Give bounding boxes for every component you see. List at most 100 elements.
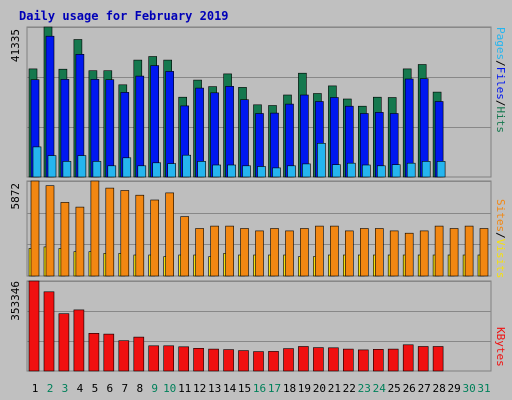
pages-bar <box>152 162 161 178</box>
kbytes-bar <box>298 346 309 372</box>
kbytes-bar <box>118 340 130 372</box>
day-label: 9 <box>151 382 158 395</box>
kbytes-bar <box>223 349 234 372</box>
pages-bar <box>167 163 176 178</box>
sites-bar <box>30 180 40 277</box>
sites-bar <box>45 185 55 277</box>
sites-bar <box>225 225 234 277</box>
hits-files-pages-y-max-label: 41335 <box>9 29 22 62</box>
pages-bar <box>436 161 446 178</box>
kbytes-bar <box>193 347 204 372</box>
pages-bar <box>32 146 42 178</box>
sites-bar <box>60 202 70 277</box>
legend-text: Pages/Files/Hits <box>494 27 507 133</box>
day-label: 17 <box>268 382 281 395</box>
legend-separator: / <box>494 100 507 107</box>
files-bar <box>404 78 414 178</box>
day-label: 28 <box>432 382 445 395</box>
pages-bar <box>47 155 57 178</box>
day-label: 25 <box>388 382 401 395</box>
sites-visits-legend: Sites/Visits <box>494 199 507 279</box>
day-label: 26 <box>403 382 416 395</box>
kbytes-bar <box>253 351 264 372</box>
sites-bar <box>374 228 384 277</box>
kbytes-bar <box>357 349 369 372</box>
legend-entry-pages: Pages <box>494 27 507 60</box>
files-bar <box>210 92 219 178</box>
kbytes-bar <box>133 336 145 372</box>
kbytes-bar <box>238 350 249 372</box>
kbytes-bar <box>58 313 70 372</box>
day-label: 29 <box>447 382 460 395</box>
pages-bar <box>107 165 117 178</box>
pages-bar <box>137 165 147 178</box>
day-label: 13 <box>208 382 221 395</box>
kbytes-bar <box>372 348 384 372</box>
day-label: 12 <box>193 382 206 395</box>
day-label: 3 <box>62 382 69 395</box>
day-label: 22 <box>343 382 356 395</box>
kbytes-bar <box>88 332 100 372</box>
sites-bar <box>330 225 339 277</box>
pages-bar <box>92 161 102 178</box>
legend-separator: / <box>494 232 507 239</box>
day-label: 6 <box>106 382 113 395</box>
pages-bar <box>361 164 371 178</box>
files-bar <box>270 112 279 178</box>
pages-bar <box>287 165 296 178</box>
sites-bar <box>150 199 159 277</box>
pages-bar <box>346 162 356 178</box>
sites-bar <box>285 230 294 277</box>
kbytes-bar <box>432 346 444 372</box>
sites-bar <box>359 228 369 277</box>
day-label: 21 <box>328 382 341 395</box>
sites-bar <box>240 228 249 277</box>
day-label: 24 <box>373 382 387 395</box>
pages-bar <box>376 165 386 178</box>
chart-title: Daily usage for February 2019 <box>19 9 229 23</box>
pages-bar <box>391 164 401 178</box>
legend-entry-kbytes: KBytes <box>494 327 507 367</box>
sites-bar <box>135 194 145 277</box>
sites-bar <box>479 228 489 277</box>
legend-entry-hits: Hits <box>494 107 507 134</box>
sites-bar <box>449 228 459 277</box>
day-label: 7 <box>121 382 128 395</box>
day-label: 8 <box>136 382 143 395</box>
day-axis-labels: 1 2 3 4 5 6 7 8 9 10 11 12 13 14 15 16 17 18 19 20 21 22 23 24 2… <box>32 382 491 395</box>
sites-bar <box>344 230 354 277</box>
files-bar <box>105 79 115 178</box>
day-label: 27 <box>418 382 431 395</box>
day-label: 4 <box>77 382 84 395</box>
sites-bar <box>105 187 115 277</box>
sites-bar <box>120 190 130 277</box>
day-label: 1 <box>32 382 39 395</box>
legend-text: Sites/Visits <box>494 199 507 279</box>
day-label: 15 <box>238 382 251 395</box>
hits-files-pages-panel <box>26 26 492 178</box>
files-bar <box>225 86 234 178</box>
day-label: 18 <box>283 382 296 395</box>
pages-bar <box>317 143 326 178</box>
sites-bar <box>180 216 189 277</box>
pages-bar <box>182 154 191 178</box>
pages-bar <box>77 155 87 178</box>
sites-bar <box>255 230 264 277</box>
files-bar <box>165 71 174 178</box>
sites-bar <box>315 225 324 277</box>
sites-bar <box>210 225 219 277</box>
legend-entry-sites: Sites <box>494 199 507 232</box>
sites-bar <box>389 230 399 277</box>
kbytes-bar <box>328 347 339 372</box>
sites-bar <box>419 230 429 277</box>
sites-visits-y-max-label: 5872 <box>9 183 22 210</box>
files-bar <box>240 99 249 178</box>
legend-entry-visits: Visits <box>494 239 507 279</box>
hits-files-pages-legend: Pages/Files/Hits <box>494 27 507 133</box>
day-label: 2 <box>47 382 54 395</box>
pages-bar <box>122 157 132 178</box>
pages-bar <box>332 164 341 178</box>
kbytes-bar <box>417 346 429 372</box>
sites-bar <box>195 228 204 277</box>
